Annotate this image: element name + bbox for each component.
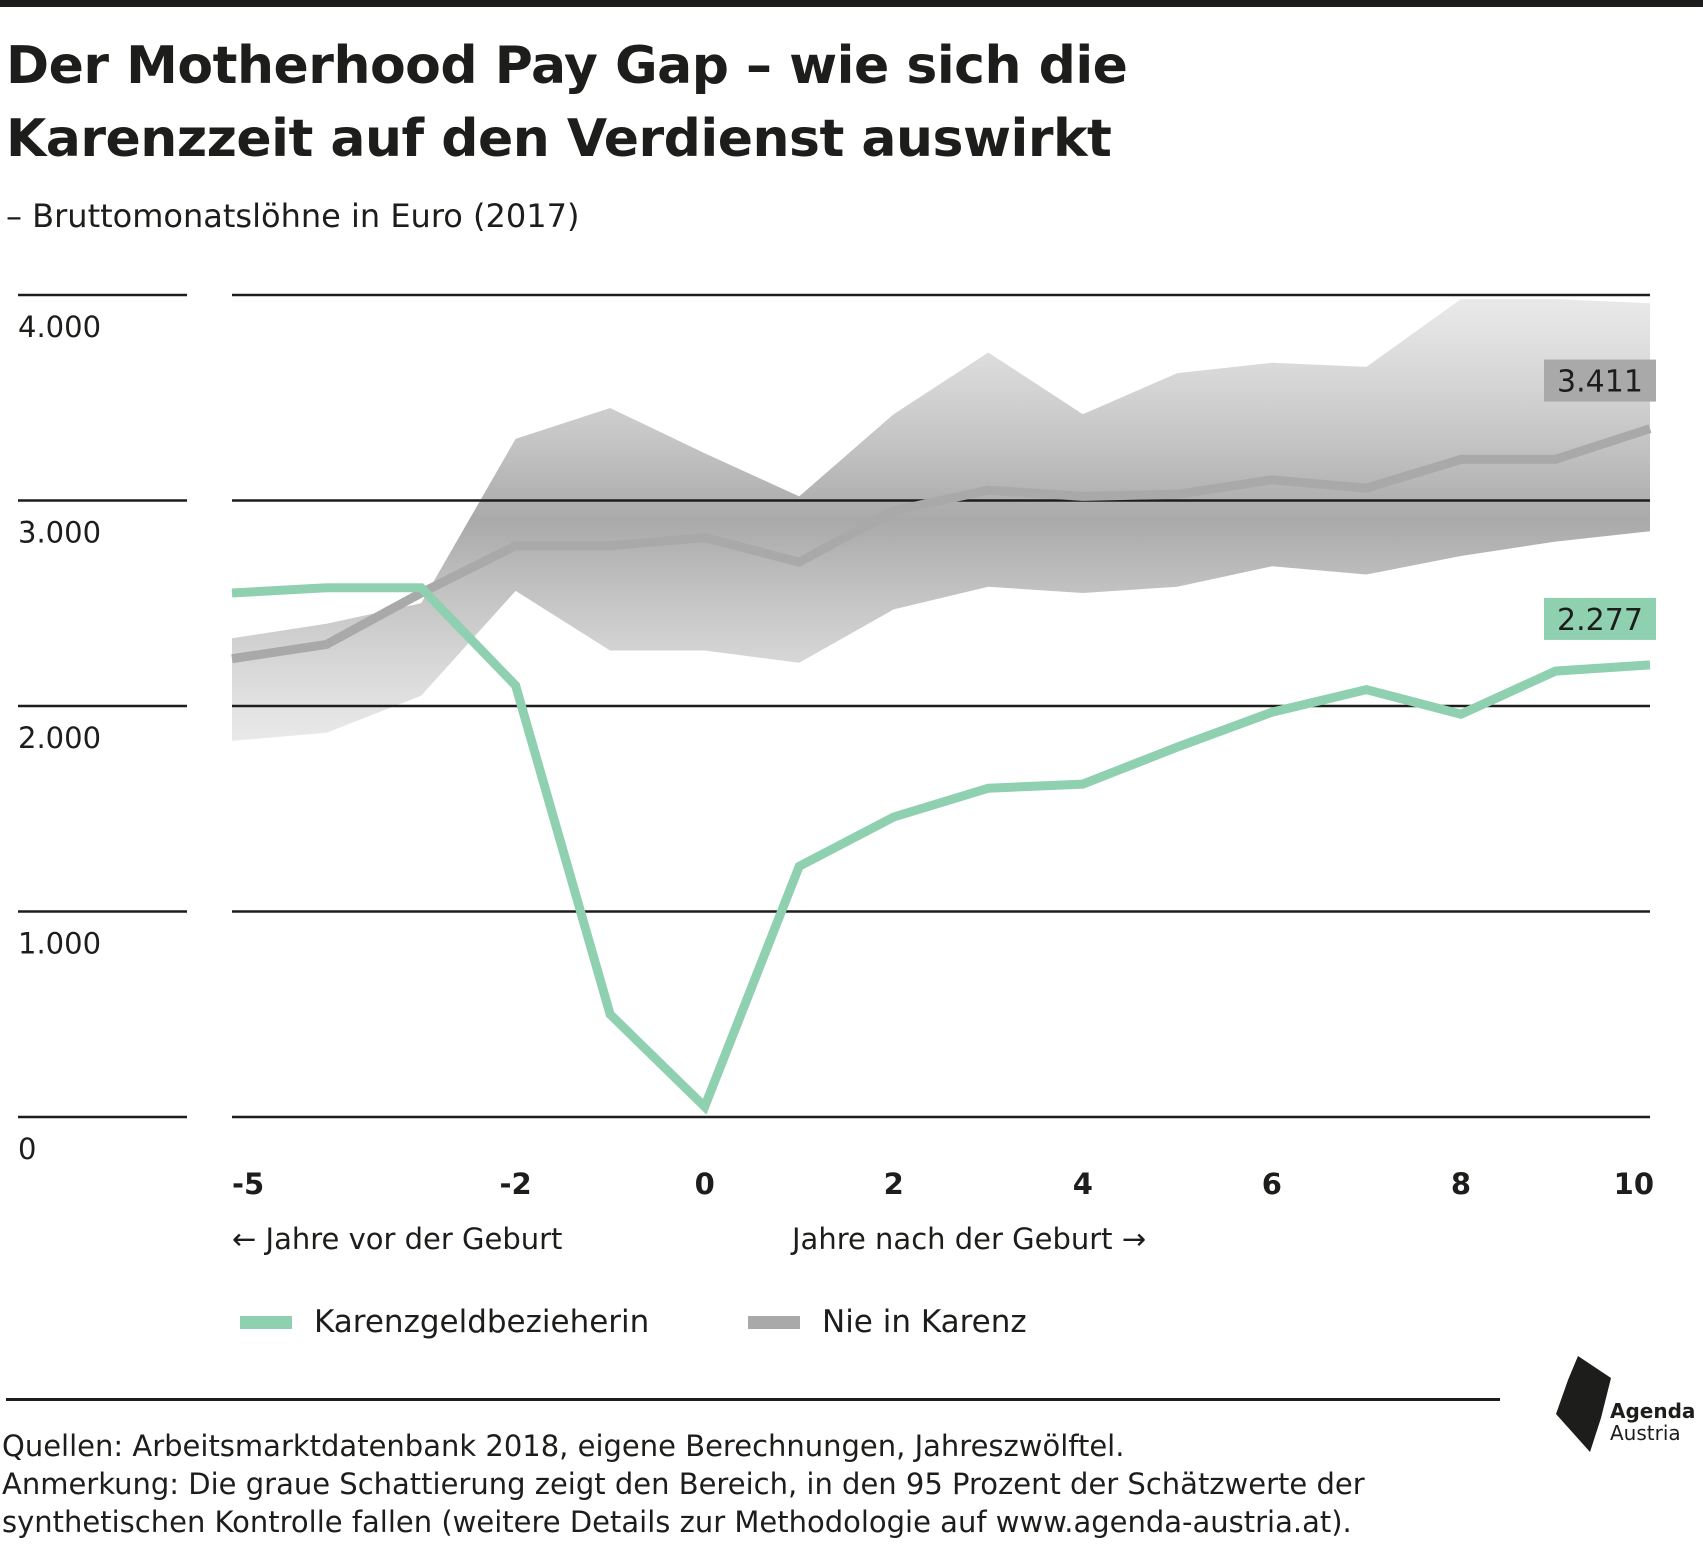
- chart-title: Der Motherhood Pay Gap – wie sich die Ka…: [6, 30, 1306, 176]
- sources-text: Quellen: Arbeitsmarktdatenbank 2018, eig…: [2, 1429, 1125, 1463]
- legend-item-karenzgeldbezieherin: Karenzgeldbezieherin: [240, 1304, 649, 1340]
- line-chart: 3.411 2.277 0 1.000 2.000 3.000 4.000 -5 -2 0 2 4 6…: [18, 293, 1656, 1256]
- series-line-nie-in-karenz: [231, 424, 1652, 664]
- y-tick-label: 3.000: [18, 516, 101, 550]
- footer-notes: Quellen: Arbeitsmarktdatenbank 2018, eig…: [2, 1427, 1522, 1541]
- legend-swatch-green: [240, 1315, 292, 1329]
- y-tick-label: 1.000: [18, 927, 101, 961]
- legend-label-karenzgeldbezieherin: Karenzgeldbezieherin: [314, 1304, 650, 1340]
- end-label-box-karenzgeldbezieherin: [1544, 597, 1656, 640]
- logo-line-1: Agenda: [1610, 1399, 1696, 1423]
- y-tick-label: 4.000: [18, 310, 101, 344]
- logo-line-2: Austria: [1610, 1421, 1681, 1445]
- chart-subtitle: – Bruttomonatslöhne in Euro (2017): [6, 197, 580, 235]
- agenda-austria-logo-icon: [1556, 1356, 1611, 1452]
- end-label-box-nie-in-karenz: [1544, 359, 1656, 402]
- x-tick-label: 8: [1451, 1167, 1471, 1201]
- y-tick-label: 2.000: [18, 721, 101, 755]
- confidence-band: [232, 299, 1650, 741]
- note-line-2: synthetischen Kontrolle fallen (weitere …: [2, 1505, 1352, 1539]
- y-tick-label: 0: [18, 1132, 36, 1166]
- footer-divider: [6, 1398, 1500, 1401]
- title-line-2: Karenzzeit auf den Verdienst auswirkt: [6, 109, 1112, 169]
- end-label-nie-in-karenz: 3.411: [1557, 365, 1643, 400]
- x-tick-label: 6: [1262, 1167, 1282, 1201]
- x-tick-label: -2: [499, 1167, 531, 1201]
- x-axis-label-before-birth: ← Jahre vor der Geburt: [232, 1222, 562, 1256]
- title-line-1: Der Motherhood Pay Gap – wie sich die: [6, 36, 1128, 96]
- top-rule: [0, 0, 1703, 7]
- end-label-karenzgeldbezieherin: 2.277: [1557, 603, 1643, 638]
- x-axis-label-after-birth: Jahre nach der Geburt →: [790, 1222, 1146, 1256]
- logo-wordmark: Agenda Austria: [1610, 1400, 1695, 1444]
- series-line-karenzgeldbezieherin: [231, 583, 1651, 1115]
- legend-swatch-gray: [748, 1315, 800, 1329]
- legend-item-nie-in-karenz: Nie in Karenz: [748, 1304, 1027, 1340]
- x-tick-label: -5: [232, 1167, 264, 1201]
- x-tick-label: 4: [1073, 1167, 1093, 1201]
- note-line-1: Anmerkung: Die graue Schattierung zeigt …: [2, 1467, 1365, 1501]
- legend-label-nie-in-karenz: Nie in Karenz: [822, 1304, 1027, 1340]
- x-tick-label: 10: [1614, 1167, 1654, 1201]
- x-tick-label: 2: [884, 1167, 904, 1201]
- x-tick-label: 0: [695, 1167, 715, 1201]
